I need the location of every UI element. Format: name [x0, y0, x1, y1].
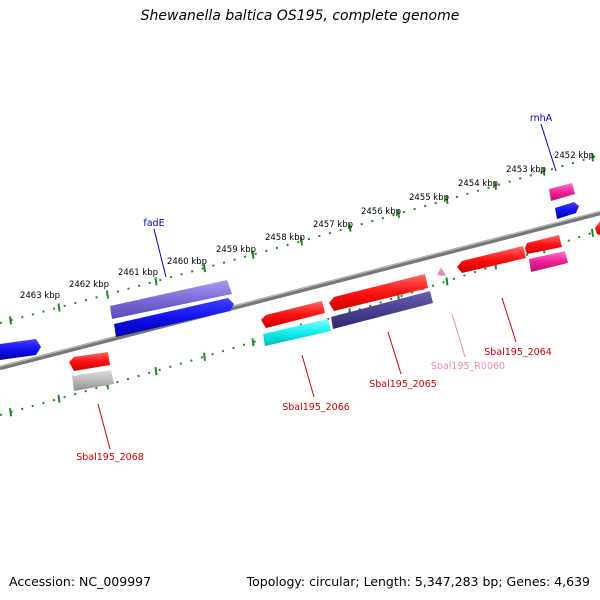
gene-arrow-red-right-edge[interactable] [595, 221, 600, 235]
gene-arrow-red-small-right[interactable] [525, 235, 562, 254]
ruler-tick [57, 394, 61, 403]
ruler-tick [397, 209, 400, 218]
ruler-tick [9, 316, 12, 325]
ruler-tick [9, 408, 12, 417]
ruler-ticks-outer [9, 153, 594, 325]
genome-backbone [0, 210, 600, 371]
gene-arrow-red-2068[interactable] [69, 352, 110, 371]
ruler-tick [57, 303, 61, 312]
gene-arrow-r0060[interactable] [437, 267, 446, 276]
gene-arrow-red-2064[interactable] [457, 246, 526, 273]
gene-arrow-purple-fade[interactable] [110, 280, 232, 319]
gene-arrow-rnha[interactable] [555, 202, 579, 219]
gene-label-2066[interactable]: Sbal195_2066 [282, 402, 350, 413]
gene-label-2065[interactable]: Sbal195_2065 [369, 379, 437, 390]
gene-arrow-blue-left-edge[interactable] [0, 339, 41, 360]
gene-label-2064[interactable]: Sbal195_2064 [484, 347, 552, 358]
tick-label-2453: 2453 kbp [506, 165, 546, 175]
ruler-tick [203, 263, 206, 273]
gene-arrow-gray-2068[interactable] [72, 370, 114, 391]
ruler-tick [494, 181, 497, 190]
leader-2066 [301, 354, 315, 398]
tick-label-2452: 2452 kbp [554, 151, 594, 161]
leader-r0060 [451, 313, 466, 358]
leader-2068 [97, 403, 111, 450]
gene-label-fade[interactable]: fadE [143, 218, 164, 229]
ruler-tick [203, 352, 206, 361]
leader-2065 [387, 331, 402, 375]
ruler-tick [591, 228, 594, 237]
ruler-tick [348, 223, 352, 232]
gene-arrow-cyan[interactable] [263, 319, 331, 346]
ruler-tick [154, 277, 158, 286]
leader-2064 [501, 297, 517, 343]
ruler-tick [251, 250, 255, 259]
gene-arrow-navy[interactable] [331, 291, 433, 329]
accession-label: Accession: NC_009997 [9, 574, 152, 589]
gene-label-rnha[interactable]: rnhA [530, 113, 553, 124]
ruler-tick [154, 366, 158, 376]
ruler-tick [106, 290, 109, 299]
ruler-tick [251, 338, 255, 347]
leader-fade [153, 228, 167, 278]
gene-arrow-magenta-rnha[interactable] [549, 183, 575, 201]
leader-rnha [540, 123, 557, 172]
tick-label-2456: 2456 kbp [361, 207, 401, 217]
gene-arrow-red-2066-upper[interactable] [261, 301, 325, 328]
genome-summary: Topology: circular; Length: 5,347,283 bp… [246, 574, 590, 589]
tick-label-2460: 2460 kbp [167, 257, 207, 267]
ruler-tick [300, 237, 303, 246]
tick-label-2459: 2459 kbp [216, 245, 256, 255]
tick-label-2457: 2457 kbp [313, 220, 353, 230]
gene-label-2068[interactable]: Sbal195_2068 [76, 452, 144, 463]
gene-arrow-red-2065[interactable] [329, 274, 428, 311]
tick-label-2462: 2462 kbp [69, 280, 109, 290]
gene-label-r0060[interactable]: Sbal195_R0060 [431, 361, 505, 372]
map-title: Shewanella baltica OS195, complete genom… [140, 8, 460, 24]
tick-label-2455: 2455 kbp [409, 193, 449, 203]
gene-arrow-magenta-lower[interactable] [529, 251, 568, 272]
tick-label-2461: 2461 kbp [118, 268, 158, 278]
ruler-tick [542, 167, 546, 176]
gene-arrow-fade[interactable] [114, 298, 234, 337]
ruler-tick [445, 277, 449, 286]
tick-label-2454: 2454 kbp [458, 179, 498, 189]
tick-label-2463: 2463 kbp [20, 291, 60, 301]
ruler-tick [445, 195, 449, 205]
tick-label-2458: 2458 kbp [265, 233, 305, 243]
ruler-tick [591, 153, 594, 162]
